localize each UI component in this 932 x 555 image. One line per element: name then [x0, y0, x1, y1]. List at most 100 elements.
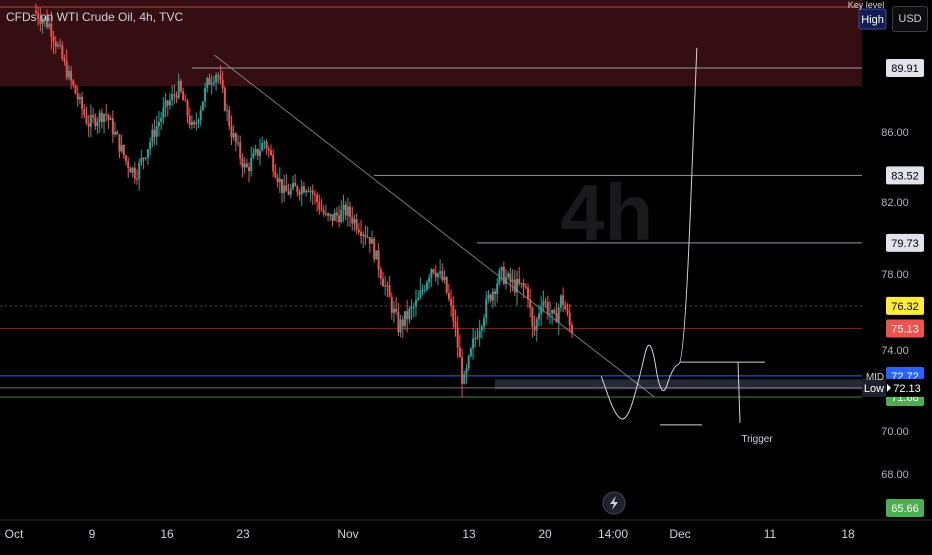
candle — [142, 157, 145, 159]
candle — [182, 91, 185, 101]
candle — [377, 250, 380, 270]
candle — [537, 313, 540, 320]
candle — [311, 190, 314, 195]
candle — [436, 273, 439, 278]
price-axis[interactable] — [862, 0, 932, 550]
candle — [65, 61, 68, 78]
y-tick-label: 74.00 — [881, 345, 909, 357]
candle — [425, 282, 428, 290]
candle — [61, 45, 64, 59]
candle — [166, 100, 169, 106]
x-tick-label: 9 — [89, 527, 96, 541]
candle — [153, 129, 156, 137]
candle — [54, 41, 57, 47]
candle — [125, 155, 128, 162]
candle — [397, 311, 400, 333]
candle — [206, 77, 209, 88]
candle — [478, 330, 481, 338]
candle — [472, 338, 475, 349]
trend-line — [214, 54, 655, 397]
candle — [531, 307, 534, 327]
candle — [526, 287, 529, 300]
currency-button[interactable]: USD — [892, 6, 928, 32]
tag-89-91: 89.91 — [891, 63, 919, 75]
candle — [461, 357, 464, 384]
trigger-label: Trigger — [741, 434, 773, 445]
candle — [215, 74, 218, 83]
candle — [43, 18, 46, 21]
candle — [48, 23, 51, 28]
lightning-icon[interactable] — [602, 491, 626, 515]
candle — [546, 302, 549, 315]
candle — [434, 272, 437, 278]
x-tick-label: 23 — [236, 527, 250, 541]
candle — [494, 291, 497, 294]
candle — [568, 313, 571, 325]
low-label-bg — [862, 378, 886, 397]
candle — [476, 337, 479, 339]
candle — [439, 271, 442, 274]
candle — [296, 186, 299, 193]
candle — [67, 71, 70, 78]
candle — [131, 167, 134, 173]
candle — [254, 149, 257, 153]
candle — [85, 114, 88, 124]
candle — [535, 319, 538, 331]
candle — [544, 301, 547, 303]
x-tick-label: Oct — [5, 527, 24, 541]
candle — [219, 76, 222, 80]
candle — [324, 213, 327, 215]
candle — [555, 313, 558, 323]
candle — [421, 290, 424, 292]
candle — [318, 202, 321, 210]
candle — [364, 234, 367, 238]
high-label: High — [861, 14, 884, 26]
candle — [289, 188, 292, 195]
candle — [362, 234, 365, 236]
candle — [298, 192, 301, 195]
candle — [157, 121, 160, 127]
candle — [305, 190, 308, 193]
candle — [114, 131, 117, 135]
candle — [94, 116, 97, 127]
tag-79-73: 79.73 — [891, 238, 919, 250]
candle — [379, 269, 382, 279]
candle — [355, 219, 358, 230]
chart-title: CFDs on WTI Crude Oil, 4h, TVC — [6, 10, 184, 24]
candle — [120, 145, 123, 152]
candle — [316, 194, 319, 203]
candle — [496, 283, 499, 294]
candle — [403, 311, 406, 327]
candle — [103, 114, 106, 122]
candle — [441, 271, 444, 281]
trigger-line — [737, 362, 741, 423]
candle — [338, 215, 341, 223]
projection-path — [600, 47, 698, 420]
tag-75-13-bg — [886, 319, 924, 338]
candle — [81, 96, 84, 109]
candle — [228, 110, 231, 127]
candle — [360, 232, 363, 236]
candle — [230, 126, 233, 138]
candle — [520, 283, 523, 285]
x-tick-label: Dec — [669, 527, 690, 541]
candle — [267, 148, 270, 151]
candle — [371, 238, 374, 244]
candle — [487, 294, 490, 299]
x-tick-label: 20 — [538, 527, 552, 541]
candle — [342, 204, 345, 210]
candle — [340, 209, 343, 223]
candle — [179, 80, 182, 92]
candle — [122, 145, 125, 156]
candle — [89, 115, 92, 127]
y-tick-label: 86.00 — [881, 127, 909, 139]
tag-low-bg — [886, 378, 924, 397]
candle — [168, 100, 171, 106]
candle — [252, 152, 255, 159]
candle — [384, 285, 387, 287]
candle — [111, 118, 114, 135]
candle — [351, 216, 354, 224]
candle — [171, 94, 174, 101]
candle — [467, 355, 470, 369]
